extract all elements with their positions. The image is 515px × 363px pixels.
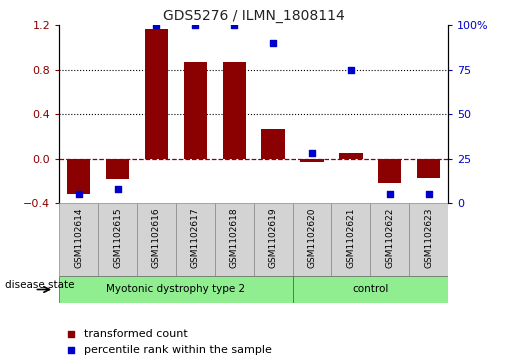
Text: GSM1102617: GSM1102617 — [191, 208, 200, 269]
Bar — [98, 203, 137, 276]
Bar — [370, 203, 409, 276]
Text: Myotonic dystrophy type 2: Myotonic dystrophy type 2 — [106, 285, 246, 294]
Point — [67, 331, 75, 337]
Point — [347, 67, 355, 73]
Point — [308, 151, 316, 156]
Bar — [332, 203, 370, 276]
Text: GSM1102619: GSM1102619 — [269, 208, 278, 269]
Point — [113, 186, 122, 192]
Text: percentile rank within the sample: percentile rank within the sample — [84, 345, 272, 355]
Bar — [176, 203, 215, 276]
Point — [230, 23, 238, 28]
Bar — [409, 203, 448, 276]
Bar — [339, 153, 363, 159]
Text: GSM1102616: GSM1102616 — [152, 208, 161, 269]
Bar — [293, 203, 332, 276]
Bar — [253, 203, 293, 276]
Bar — [222, 62, 246, 159]
Bar — [106, 159, 129, 179]
Bar — [67, 159, 90, 195]
Bar — [300, 159, 323, 162]
Text: GSM1102621: GSM1102621 — [347, 208, 355, 268]
Text: control: control — [352, 285, 388, 294]
Title: GDS5276 / ILMN_1808114: GDS5276 / ILMN_1808114 — [163, 9, 345, 23]
Text: GSM1102620: GSM1102620 — [307, 208, 316, 268]
Bar — [293, 276, 448, 303]
Bar — [378, 159, 401, 183]
Bar — [59, 276, 293, 303]
Bar — [184, 62, 207, 159]
Point — [191, 23, 199, 28]
Text: disease state: disease state — [5, 280, 75, 290]
Bar — [417, 159, 440, 178]
Text: transformed count: transformed count — [84, 329, 188, 339]
Text: GSM1102622: GSM1102622 — [385, 208, 394, 268]
Text: GSM1102623: GSM1102623 — [424, 208, 433, 268]
Text: GSM1102614: GSM1102614 — [74, 208, 83, 268]
Text: GSM1102615: GSM1102615 — [113, 208, 122, 269]
Bar — [215, 203, 253, 276]
Bar — [59, 203, 98, 276]
Text: GSM1102618: GSM1102618 — [230, 208, 238, 269]
Bar — [262, 129, 285, 159]
Point — [269, 40, 277, 46]
Point — [75, 192, 83, 197]
Point — [386, 192, 394, 197]
Bar — [145, 29, 168, 159]
Bar — [137, 203, 176, 276]
Point — [67, 347, 75, 353]
Point — [152, 23, 161, 28]
Point — [424, 192, 433, 197]
